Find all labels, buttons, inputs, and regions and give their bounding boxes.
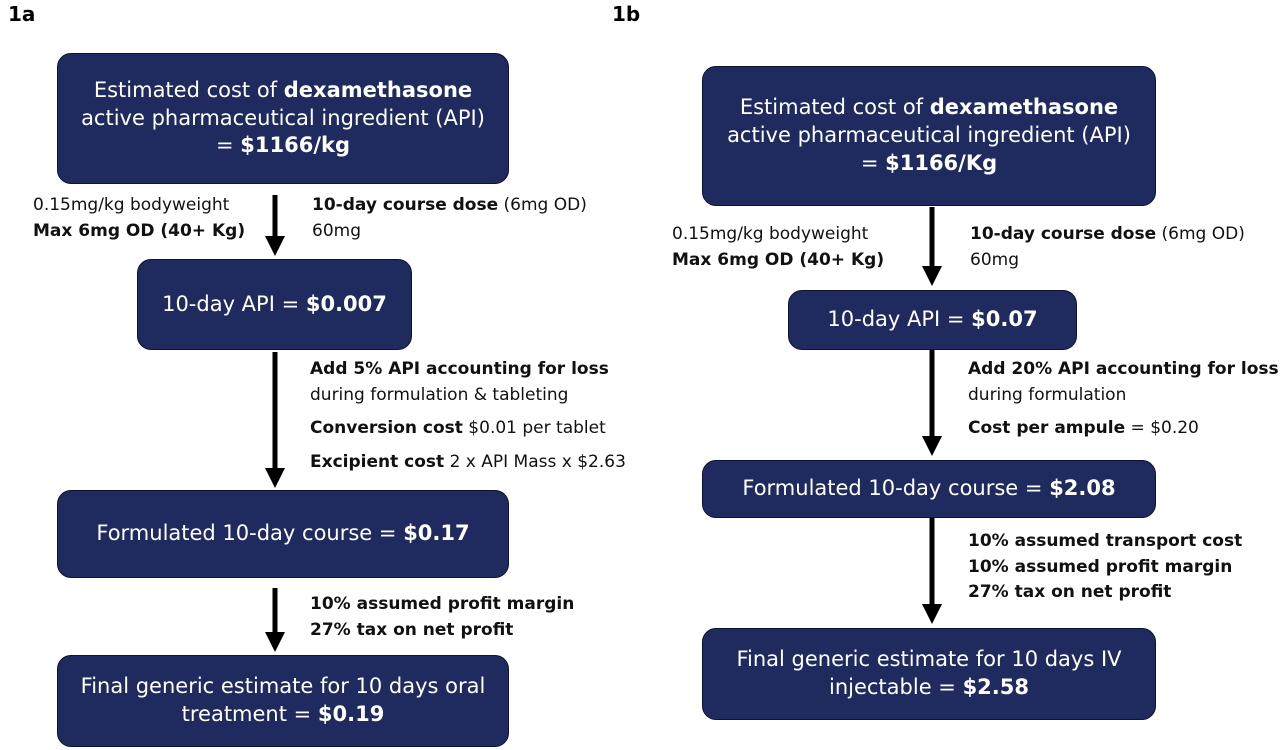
margin-note-a: 10% assumed profit margin 27% tax on net…: [310, 594, 575, 640]
final-estimate-box-b: Final generic estimate for 10 days IV in…: [702, 628, 1156, 720]
panel-label-a: 1a: [8, 2, 36, 26]
formulation-note-a: Add 5% API accounting for loss during fo…: [310, 359, 626, 472]
transport-margin-note-b: 10% assumed transport cost 10% assumed p…: [968, 531, 1243, 602]
dose-basis-note-b: 0.15mg/kg bodyweight Max 6mg OD (40+ Kg): [672, 224, 885, 270]
api-cost-box-b: Estimated cost of dexamethasone active p…: [702, 66, 1156, 206]
formulated-course-box-a: Formulated 10-day course = $0.17: [57, 490, 509, 578]
panel-label-b: 1b: [612, 2, 641, 26]
course-dose-note-b: 10-day course dose (6mg OD) 60mg: [970, 224, 1245, 270]
ten-day-api-box-a: 10-day API = $0.007: [137, 259, 412, 350]
final-estimate-box-a: Final generic estimate for 10 days oral …: [57, 655, 509, 747]
course-dose-note-a: 10-day course dose (6mg OD) 60mg: [312, 195, 587, 241]
formulation-note-b: Add 20% API accounting for loss during f…: [968, 359, 1279, 438]
api-cost-box-a: Estimated cost of dexamethasone active p…: [57, 53, 509, 184]
ten-day-api-box-b: 10-day API = $0.07: [788, 290, 1077, 350]
dose-basis-note-a: 0.15mg/kg bodyweight Max 6mg OD (40+ Kg): [33, 195, 246, 241]
formulated-course-box-b: Formulated 10-day course = $2.08: [702, 460, 1156, 518]
